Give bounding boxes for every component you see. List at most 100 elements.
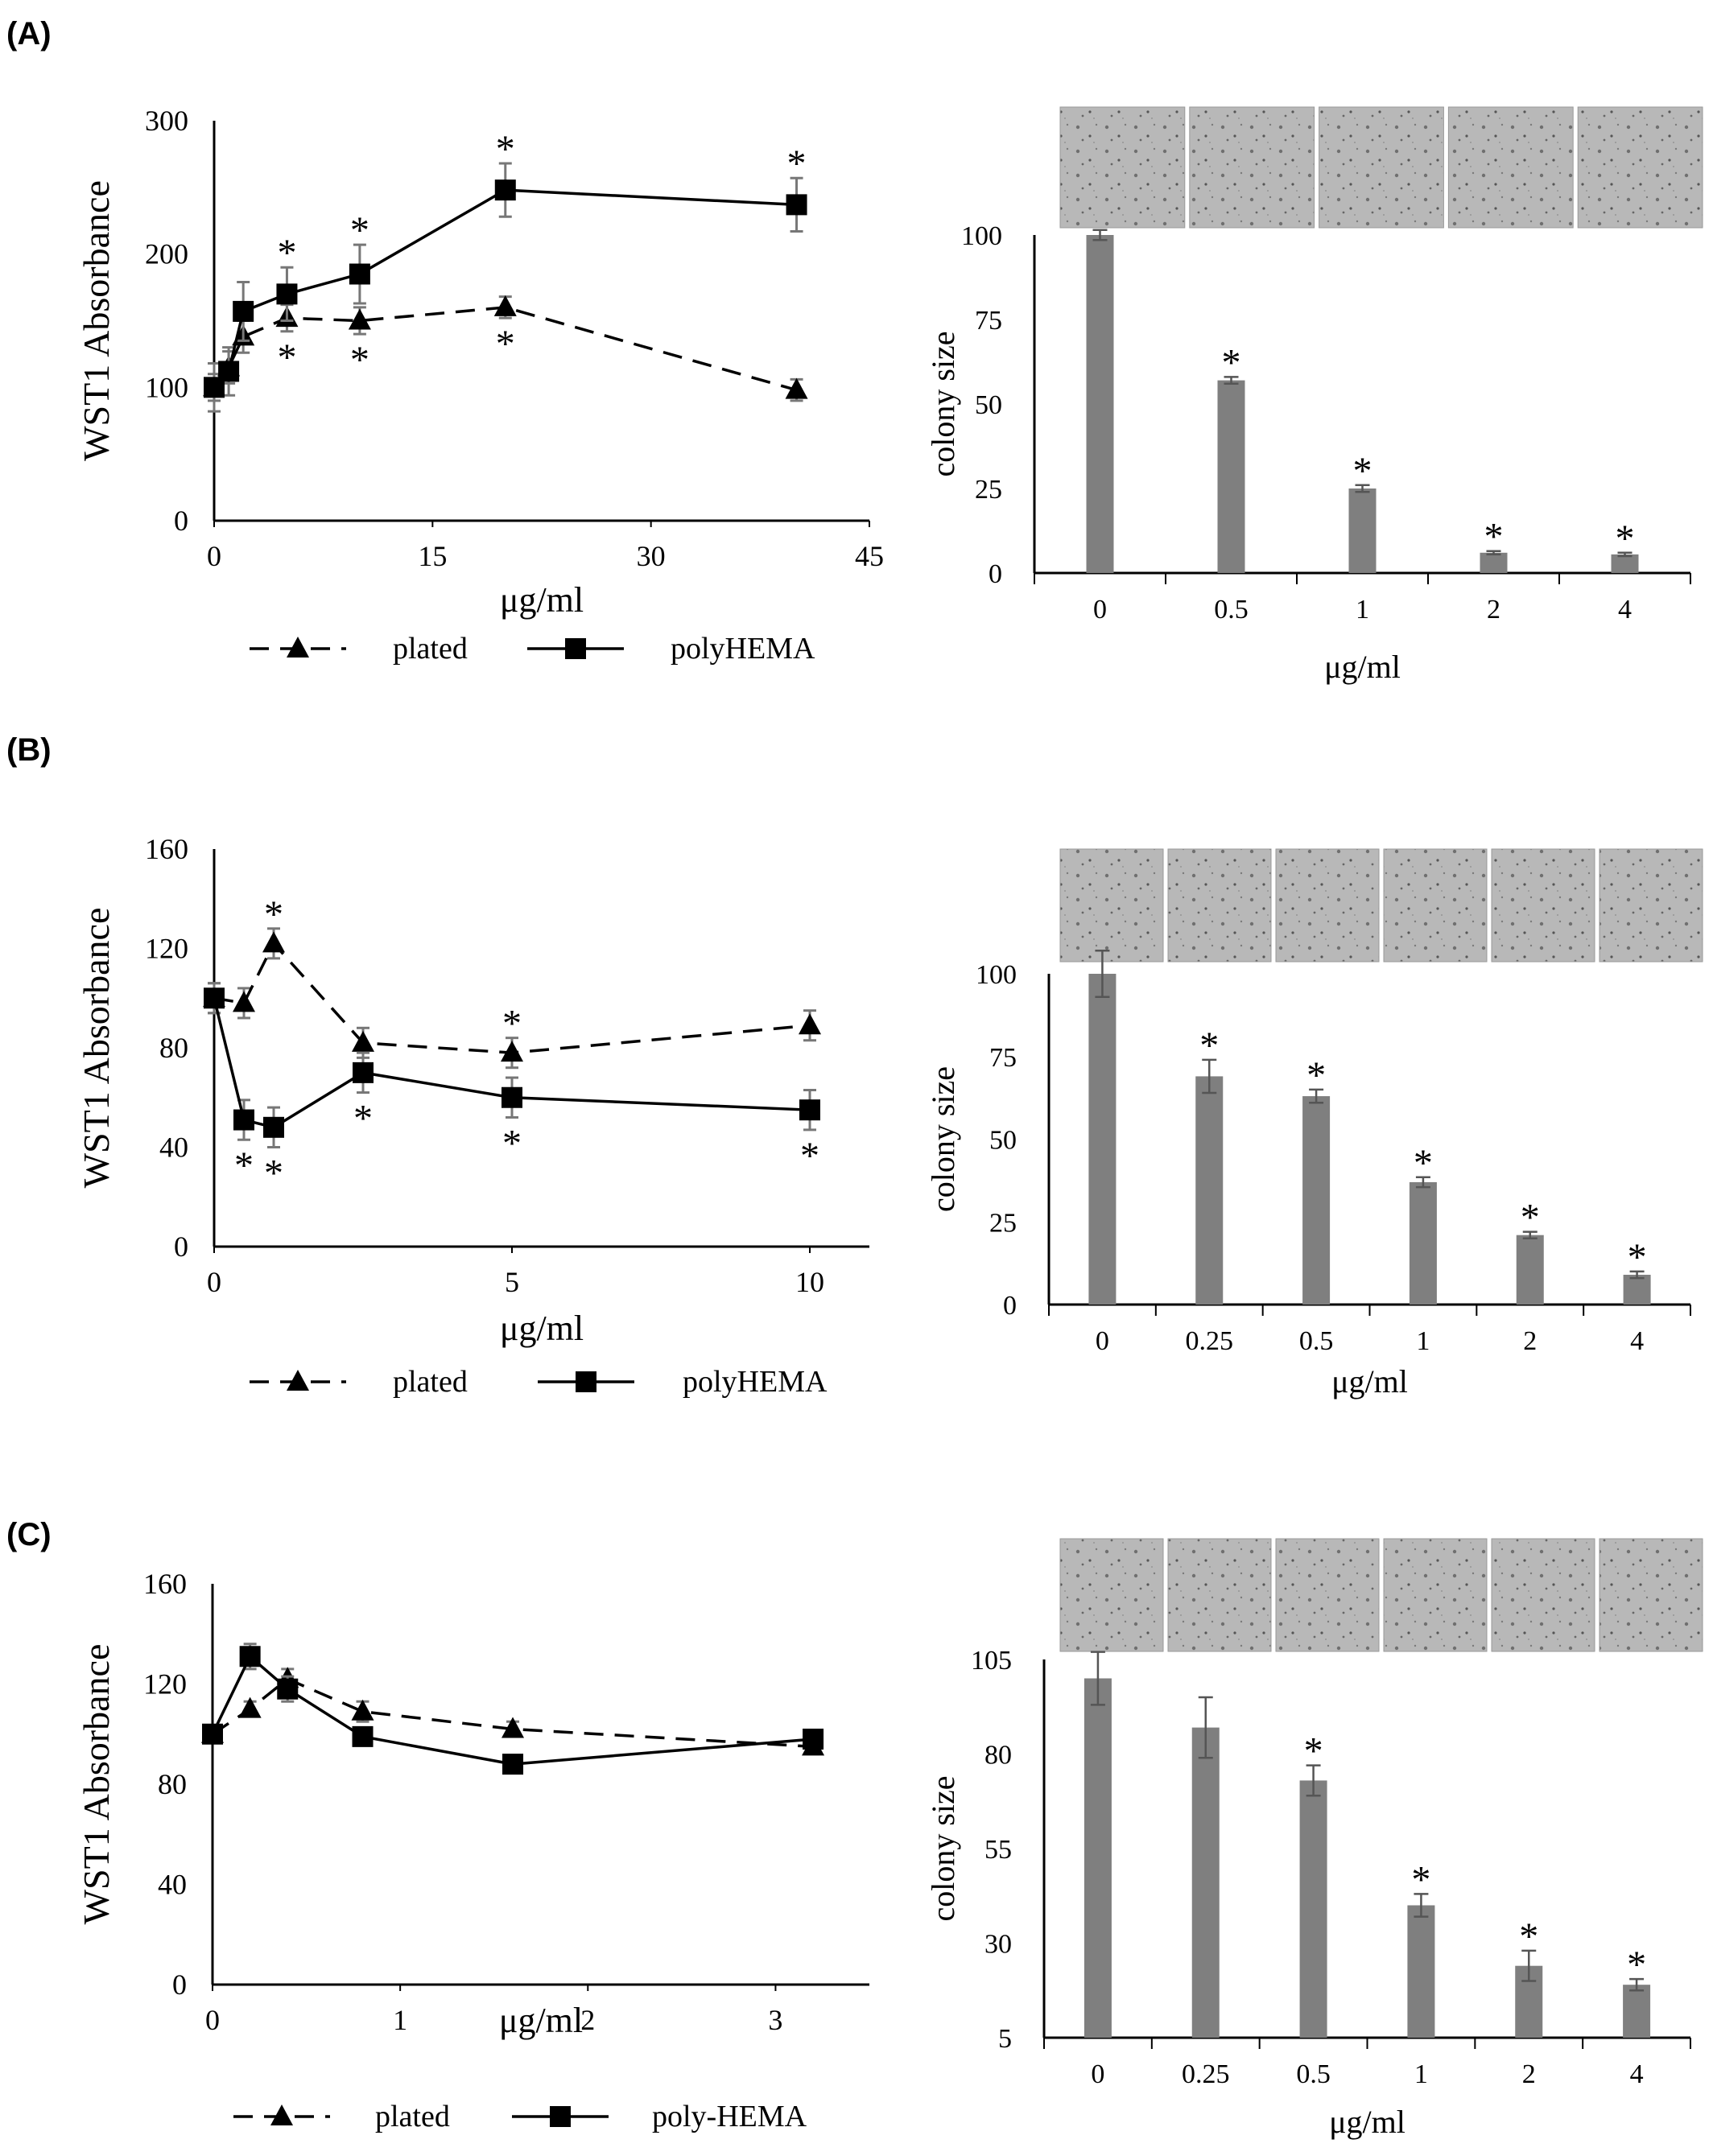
data-point-polyHEMA xyxy=(218,361,240,382)
legend-marker-square xyxy=(550,2106,571,2127)
line-y-tick-label: 120 xyxy=(143,1668,187,1700)
data-point-plated xyxy=(262,931,285,953)
line-y-tick-label: 200 xyxy=(145,238,188,270)
panel-label: (A) xyxy=(6,16,52,52)
significance-star: * xyxy=(496,128,515,171)
legend-label: plated xyxy=(393,1365,468,1399)
bar-y-tick-label: 80 xyxy=(984,1741,1012,1771)
line-y-tick-label: 40 xyxy=(158,1869,187,1901)
data-point-polyHEMA xyxy=(233,1109,254,1131)
bar-y-tick-label: 105 xyxy=(971,1646,1012,1676)
data-point-plated xyxy=(238,1696,262,1718)
data-point-polyHEMA xyxy=(799,1099,820,1121)
data-point-plated xyxy=(348,308,371,330)
bar xyxy=(1623,1985,1651,2038)
bar xyxy=(1084,1678,1112,2038)
micrograph-image xyxy=(1319,106,1444,229)
micrograph-image xyxy=(1577,106,1703,229)
data-point-polyHEMA xyxy=(353,1062,374,1083)
line-y-tick-label: 0 xyxy=(174,1231,188,1263)
micrograph-image xyxy=(1059,848,1164,963)
bar-x-tick-label: 0 xyxy=(1091,2059,1104,2089)
significance-star: * xyxy=(1199,1024,1219,1067)
line-y-tick-label: 80 xyxy=(158,1768,187,1800)
micrograph-image xyxy=(1059,1538,1164,1652)
bar-y-tick-label: 100 xyxy=(976,960,1017,990)
bar xyxy=(1086,235,1114,573)
bar-x-tick-label: 0 xyxy=(1093,595,1107,625)
data-point-plated xyxy=(799,1013,821,1035)
micrograph-image xyxy=(1059,106,1186,229)
bar-x-tick-label: 2 xyxy=(1487,595,1500,625)
bar-y-tick-label: 55 xyxy=(984,1835,1012,1865)
bar-y-tick-label: 25 xyxy=(989,1208,1017,1238)
bar-x-tick-label: 2 xyxy=(1523,1326,1537,1356)
legend-label: plated xyxy=(375,2100,450,2133)
bar-y-tick-label: 0 xyxy=(989,559,1002,589)
line-y-tick-label: 160 xyxy=(145,833,188,865)
bar-x-axis-label: μg/ml xyxy=(1329,2104,1405,2140)
line-y-axis-label: WST1 Absorbance xyxy=(76,908,117,1189)
data-point-polyHEMA xyxy=(204,987,225,1009)
significance-star: * xyxy=(277,232,296,274)
bar-y-tick-label: 30 xyxy=(984,1930,1012,1960)
significance-star: * xyxy=(353,1098,373,1140)
legend-label: poly-HEMA xyxy=(652,2100,807,2133)
series-line-polyHEMA xyxy=(213,997,811,1129)
significance-star: * xyxy=(1519,1915,1538,1958)
significance-star: * xyxy=(1484,516,1504,559)
data-point-poly-HEMA xyxy=(239,1646,261,1667)
bar-y-tick-label: 100 xyxy=(961,221,1002,251)
significance-star: * xyxy=(1222,341,1241,384)
line-y-axis-label: WST1 Absorbance xyxy=(76,180,117,461)
significance-star: * xyxy=(496,323,515,365)
data-point-polyHEMA xyxy=(276,283,298,305)
significance-star: * xyxy=(1521,1197,1540,1239)
data-point-poly-HEMA xyxy=(277,1678,299,1700)
micrograph-image xyxy=(1167,1538,1272,1652)
line-y-tick-label: 0 xyxy=(172,1968,187,2001)
micrograph-image xyxy=(1599,848,1703,963)
bar-x-tick-label: 0.25 xyxy=(1186,1326,1234,1356)
bar-x-tick-label: 0 xyxy=(1096,1326,1109,1356)
line-x-tick-label: 0 xyxy=(207,1266,221,1298)
significance-star: * xyxy=(350,209,369,252)
bar-y-axis-label: colony size xyxy=(925,331,961,476)
bar-y-tick-label: 5 xyxy=(998,2024,1012,2054)
bar-x-tick-label: 0.25 xyxy=(1182,2059,1230,2089)
bar-y-tick-label: 50 xyxy=(975,390,1002,420)
significance-star: * xyxy=(1304,1730,1323,1773)
data-point-plated xyxy=(502,1717,525,1738)
bar xyxy=(1191,1727,1220,2038)
data-point-plated xyxy=(501,1041,523,1062)
micrograph-image xyxy=(1275,848,1380,963)
legend-marker-triangle xyxy=(287,1370,309,1391)
bar xyxy=(1407,1905,1435,2038)
line-y-axis-label: WST1 Absorbance xyxy=(76,1644,117,1925)
bar xyxy=(1516,1235,1544,1305)
bar xyxy=(1195,1076,1224,1305)
micrograph-image xyxy=(1383,848,1488,963)
bar xyxy=(1623,1275,1651,1305)
data-point-polyHEMA xyxy=(349,263,370,285)
legend-label: polyHEMA xyxy=(683,1365,828,1399)
significance-star: * xyxy=(350,339,369,381)
legend-marker-triangle xyxy=(270,2104,293,2125)
data-point-polyHEMA xyxy=(263,1116,284,1138)
data-point-plated xyxy=(493,295,517,316)
micrograph-image xyxy=(1599,1538,1703,1652)
series-line-poly-HEMA xyxy=(211,1654,814,1766)
bar xyxy=(1409,1181,1437,1305)
series-line-plated xyxy=(213,941,811,1054)
micrograph-image xyxy=(1275,1538,1380,1652)
bar-x-tick-label: 0.5 xyxy=(1214,595,1249,625)
data-point-polyHEMA xyxy=(502,1086,522,1108)
line-x-tick-label: 0 xyxy=(205,2004,220,2036)
line-x-tick-label: 3 xyxy=(768,2004,782,2036)
line-x-tick-label: 1 xyxy=(393,2004,407,2036)
bar-y-tick-label: 25 xyxy=(975,475,1002,505)
significance-star: * xyxy=(264,1152,283,1195)
micrograph-image xyxy=(1491,1538,1595,1652)
panel-label: (B) xyxy=(6,732,52,768)
